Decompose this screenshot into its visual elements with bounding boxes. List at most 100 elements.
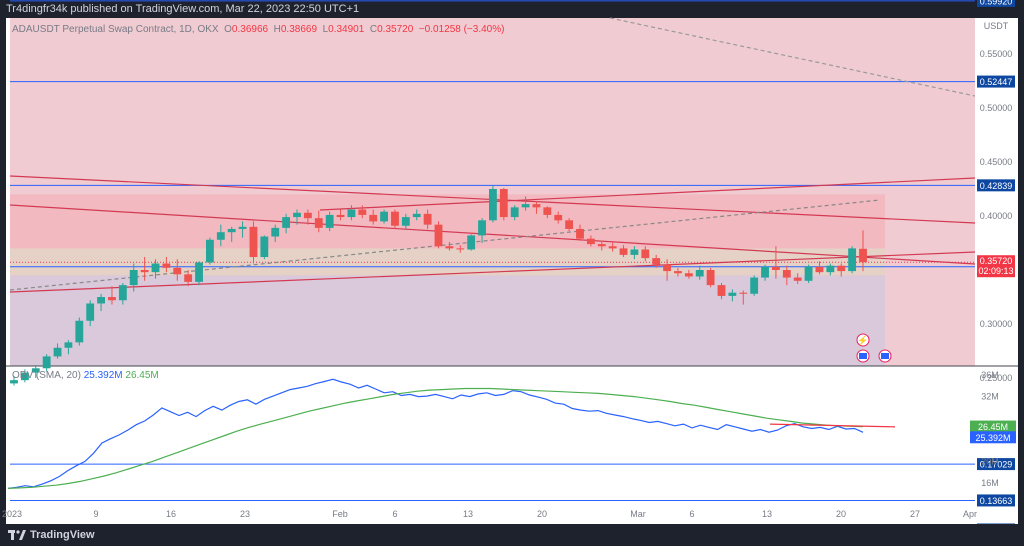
us-flag-icon-2 <box>881 353 889 359</box>
candle-body <box>97 297 105 304</box>
candle-body <box>510 207 519 218</box>
candle-body <box>641 249 650 259</box>
candle-body <box>674 271 682 274</box>
dashed-descending-line <box>609 17 976 97</box>
candle-body <box>859 248 867 263</box>
candle-body <box>706 270 715 286</box>
quote-currency: USDT <box>984 21 1009 31</box>
candle-body <box>10 380 18 384</box>
candle-body <box>325 214 334 228</box>
obv-resistance-line <box>769 423 896 428</box>
x-tick-9: 6 <box>689 509 694 519</box>
level-label-6: 0.13663 <box>980 496 1013 506</box>
sma-value-label: 26.45M <box>978 422 1008 432</box>
candle-body <box>401 217 410 226</box>
x-tick-1: 9 <box>93 509 98 519</box>
x-tick-12: 27 <box>910 509 920 519</box>
candle-body <box>206 239 214 263</box>
candle-body <box>347 209 356 218</box>
obv-value-label: 25.392M <box>975 433 1010 443</box>
publish-header: Tr4dingfr34k published on TradingView.co… <box>0 0 1024 18</box>
candle-body <box>151 263 160 273</box>
candle-body <box>118 285 127 301</box>
candle-body <box>772 266 780 270</box>
candle-body <box>815 266 824 273</box>
candle-body <box>369 214 378 222</box>
candle-body <box>412 213 421 218</box>
candle-body <box>761 266 769 278</box>
candle-body <box>162 263 171 268</box>
x-tick-7: 20 <box>537 509 547 519</box>
close-value: 0.35720 <box>377 24 414 35</box>
candle-body <box>728 292 737 296</box>
price-tick-6: 0.30000 <box>980 319 1013 329</box>
high-label: H <box>273 24 281 35</box>
level-tag-6 <box>977 494 1015 507</box>
candle-body <box>619 248 628 255</box>
flash-event-glyph: ⚡ <box>857 335 868 347</box>
price-tick-2: 0.55000 <box>980 49 1013 59</box>
candle-body <box>456 248 465 250</box>
last-price-tag <box>977 255 1015 278</box>
candle-body <box>303 212 312 219</box>
close-label: C <box>369 24 378 35</box>
flash-event-icon <box>856 333 870 347</box>
obv-tick-1: 32M <box>981 392 999 402</box>
candle-body <box>782 270 791 278</box>
candle-body <box>837 265 846 272</box>
obv-sma-line <box>7 387 864 489</box>
price-tick-7: 0.25000 <box>980 373 1013 383</box>
dashed-trend-line <box>9 199 881 291</box>
candle-body <box>793 277 802 281</box>
level-label-3: 0.42839 <box>980 181 1013 191</box>
level-label-1: 0.59920 <box>980 0 1013 6</box>
candle-body <box>358 209 367 215</box>
candle-body <box>554 214 563 221</box>
x-tick-5: 6 <box>392 509 397 519</box>
ascending-resistance-line <box>319 177 976 211</box>
countdown-label: 02:09:13 <box>978 266 1013 276</box>
x-tick-0: 2023 <box>2 509 22 519</box>
price-tick-3: 0.50000 <box>980 103 1013 113</box>
level-tag-1 <box>977 0 1015 7</box>
x-tick-3: 23 <box>240 509 250 519</box>
candle-body <box>478 220 486 236</box>
candle-body <box>227 228 236 233</box>
candle-body <box>42 356 51 369</box>
candle-body <box>31 368 40 373</box>
candle-body <box>64 342 73 348</box>
x-tick-4: Feb <box>332 509 348 519</box>
candle-body <box>86 303 95 321</box>
candle-body <box>249 226 258 258</box>
sma-value-tag <box>970 420 1016 433</box>
candle-body <box>663 264 671 272</box>
low-value: 0.34901 <box>328 24 365 35</box>
obv-label: OBV (SMA, 20) <box>12 370 81 381</box>
candle-body <box>391 211 399 226</box>
candle-body <box>314 218 323 228</box>
obv-line <box>7 378 864 489</box>
candle-body <box>216 232 225 240</box>
candle-body <box>576 228 584 239</box>
open-label: O <box>224 24 232 35</box>
obv-tick-3: 20M <box>981 456 999 466</box>
candle-body <box>195 262 203 282</box>
lower-band <box>10 275 885 368</box>
candle-body <box>336 214 345 218</box>
price-legend: ADAUSDT Perpetual Swap Contract, 1D, OKX… <box>12 24 504 35</box>
price-tick-4: 0.45000 <box>980 157 1013 167</box>
candle-body <box>184 274 193 282</box>
obv-tick-4: 16M <box>981 478 999 488</box>
candle-body <box>804 266 813 281</box>
candle-body <box>521 204 530 208</box>
candle-body <box>848 248 857 272</box>
candle-body <box>445 246 454 249</box>
candle-body <box>467 235 476 250</box>
obv-pane-bg <box>6 366 1018 507</box>
candle-body <box>293 212 301 218</box>
candle-body <box>750 277 759 294</box>
candle-body <box>20 372 29 381</box>
candle-body <box>129 270 138 286</box>
candle-body <box>630 249 639 255</box>
